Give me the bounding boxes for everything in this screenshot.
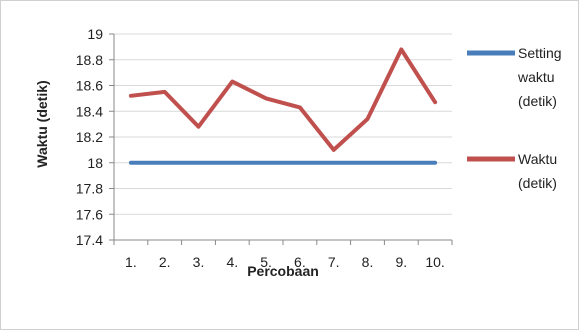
x-tick-label: 6.	[294, 254, 306, 270]
legend-label-1: (detik)	[518, 175, 557, 191]
axes	[109, 33, 453, 245]
legend-label-0: Setting	[518, 45, 562, 61]
gridlines	[114, 33, 452, 241]
x-tick-label: 1.	[125, 254, 137, 270]
x-tick-label: 10.	[425, 254, 444, 270]
x-tick-label: 3.	[193, 254, 205, 270]
y-axis-title: Waktu (detik)	[34, 80, 50, 167]
y-tick-label: 18.2	[76, 129, 103, 145]
legend: Setting waktu (detik) Waktu (detik)	[467, 45, 562, 191]
y-tick-label: 18.6	[76, 78, 103, 94]
series-lines	[128, 47, 438, 165]
y-tick-label: 17.6	[76, 206, 103, 222]
y-tick-label: 17.4	[76, 232, 103, 248]
series-line-1	[128, 47, 438, 152]
x-tick-label: 5.	[260, 254, 272, 270]
y-tick-label: 17.8	[76, 181, 103, 197]
x-tick-label: 9.	[395, 254, 407, 270]
x-axis-title: Percobaan	[247, 263, 319, 279]
x-tick-label: 7.	[328, 254, 340, 270]
y-tick-labels: 19 18.8 18.6 18.4 18.2 18 17.8 17.6 17.4	[76, 26, 103, 248]
y-tick-label: 19	[87, 26, 103, 42]
y-tick-label: 18.8	[76, 52, 103, 68]
legend-label-0: (detik)	[518, 93, 557, 109]
x-tick-label: 8.	[362, 254, 374, 270]
x-tick-labels: 1. 2. 3. 4. 5. 6. 7. 8. 9. 10.	[125, 254, 445, 270]
legend-label-0: waktu	[517, 69, 555, 85]
x-tick-label: 4.	[226, 254, 238, 270]
y-tick-label: 18.4	[76, 103, 103, 119]
x-tick-label: 2.	[159, 254, 171, 270]
legend-label-1: Waktu	[518, 151, 557, 167]
y-tick-label: 18	[87, 155, 103, 171]
